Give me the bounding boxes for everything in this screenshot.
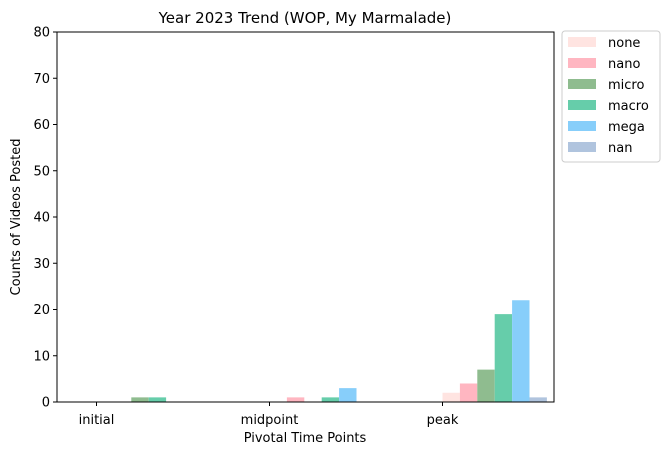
legend-swatch-micro [568, 79, 596, 89]
bar-mega-midpoint [339, 388, 357, 402]
x-axis-label: Pivotal Time Points [244, 431, 367, 446]
y-tick-label: 60 [33, 118, 50, 133]
y-tick-label: 20 [33, 303, 50, 318]
y-tick-label: 10 [33, 349, 50, 364]
bar-micro-peak [477, 369, 495, 402]
legend-label-nan: nan [608, 141, 632, 156]
y-tick-label: 0 [42, 396, 50, 411]
y-tick-label: 70 [33, 72, 50, 87]
legend-label-macro: macro [608, 99, 649, 114]
legend-swatch-nano [568, 58, 596, 68]
y-tick-label: 40 [33, 211, 50, 226]
y-tick-label: 30 [33, 257, 50, 272]
legend: none nano micro macro mega nan [561, 30, 661, 163]
bar-macro-initial [148, 397, 167, 402]
bar-none-peak [442, 392, 460, 402]
bar-macro-peak [494, 314, 513, 402]
bar-mega-peak [512, 300, 530, 402]
y-axis-label: Counts of Videos Posted [9, 139, 24, 296]
x-tick-label: midpoint [241, 413, 299, 428]
legend-label-nano: nano [608, 57, 640, 72]
bar-macro-midpoint [321, 397, 340, 402]
legend-label-mega: mega [608, 120, 645, 135]
y-axis: 0 10 20 30 40 50 60 70 80 [33, 26, 57, 411]
legend-swatch-nan [568, 142, 596, 152]
bar-micro-initial [131, 397, 149, 402]
bar-nan-peak [529, 397, 547, 402]
bar-nano-peak [459, 383, 478, 402]
legend-label-micro: micro [608, 78, 644, 93]
y-tick-label: 80 [33, 26, 50, 41]
x-tick-label: peak [427, 413, 459, 428]
legend-swatch-none [568, 37, 596, 47]
x-tick-label: initial [79, 413, 115, 428]
legend-swatch-mega [568, 121, 596, 131]
bars-group [131, 300, 547, 402]
x-axis: initial midpoint peak [79, 402, 459, 428]
legend-swatch-macro [568, 100, 596, 110]
chart-title: Year 2023 Trend (WOP, My Marmalade) [158, 9, 452, 27]
y-tick-label: 50 [33, 164, 50, 179]
bar-nano-midpoint [286, 397, 305, 402]
plot-frame [56, 31, 555, 403]
legend-label-none: none [608, 36, 640, 51]
